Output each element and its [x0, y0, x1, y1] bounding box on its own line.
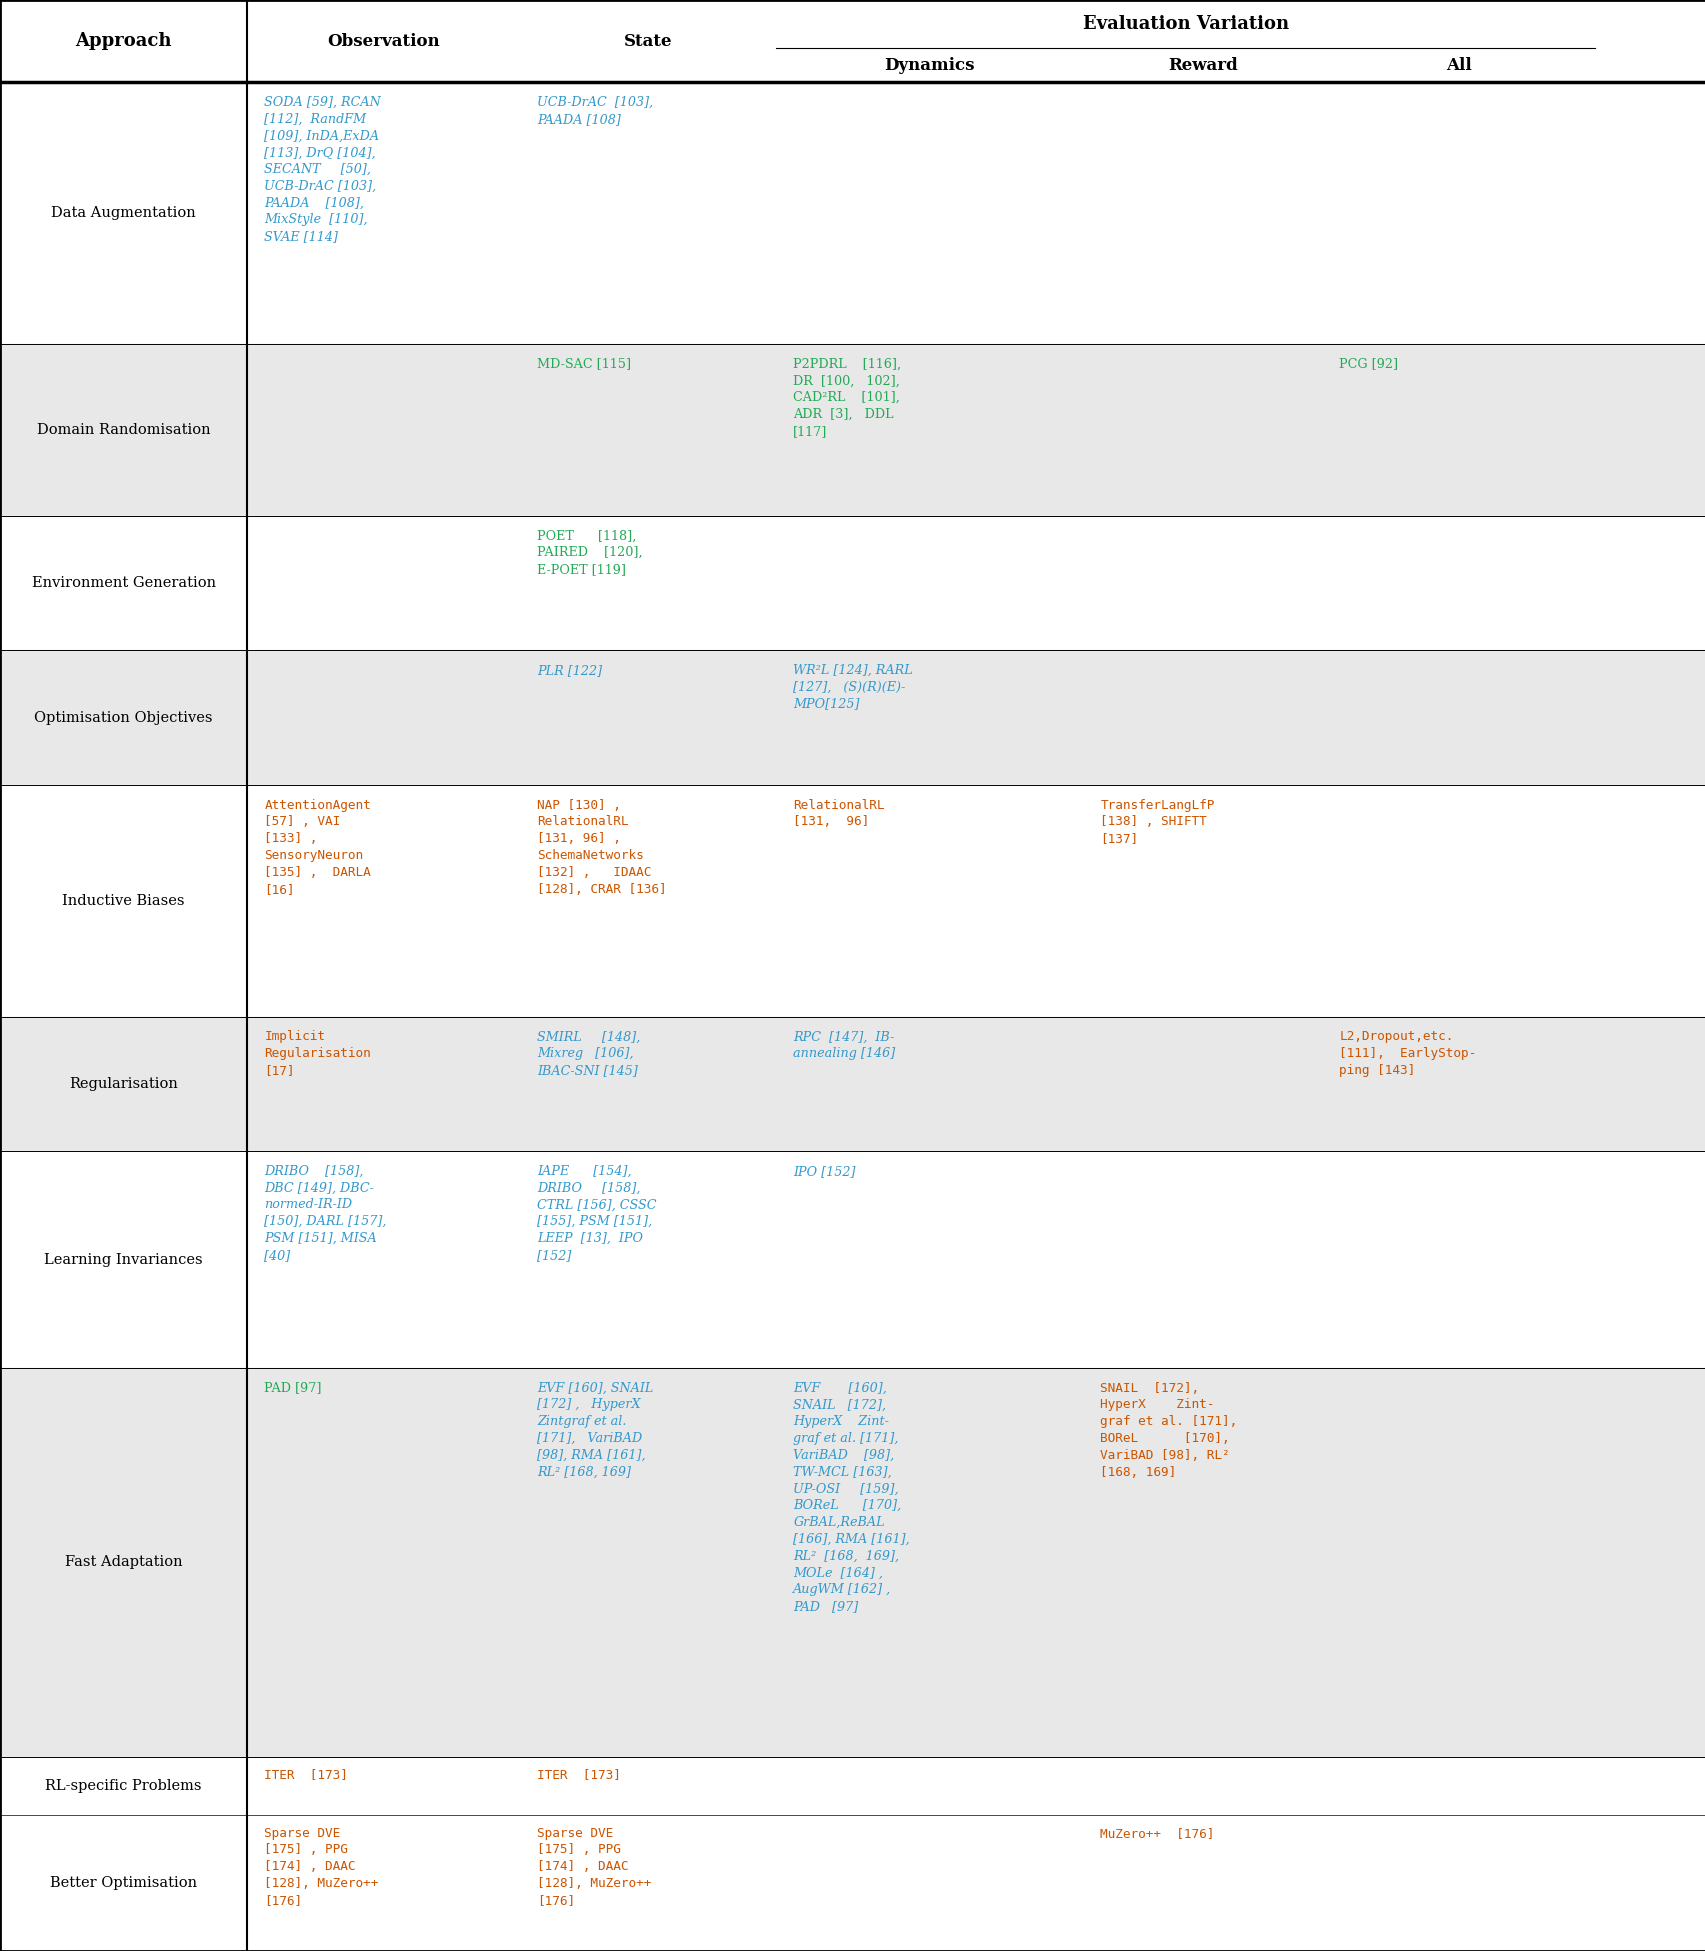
Text: RelationalRL
[131,  96]: RelationalRL [131, 96]	[793, 798, 885, 829]
Text: MD-SAC [115]: MD-SAC [115]	[537, 357, 631, 371]
Text: SMIRL     [148],
Mixreg   [106],
IBAC-SNI [145]: SMIRL [148], Mixreg [106], IBAC-SNI [145…	[537, 1030, 641, 1077]
Bar	[0, 784, 1705, 1016]
Text: Optimisation Objectives: Optimisation Objectives	[34, 710, 213, 724]
Bar	[0, 1016, 1705, 1151]
Text: Approach: Approach	[75, 31, 172, 51]
Text: POET      [118],
PAIRED    [120],
E-POET [119]: POET [118], PAIRED [120], E-POET [119]	[537, 529, 643, 576]
Text: DRIBO    [158],
DBC [149], DBC-
normed-IR-ID
[150], DARL [157],
PSM [151], MISA
: DRIBO [158], DBC [149], DBC- normed-IR-I…	[264, 1165, 387, 1262]
Text: UCB-DrAC  [103],
PAADA [108]: UCB-DrAC [103], PAADA [108]	[537, 96, 653, 125]
Text: WR²L [124], RARL
[127],   (S)(R)(E)-
MPO[125]: WR²L [124], RARL [127], (S)(R)(E)- MPO[1…	[793, 663, 912, 710]
Text: EVF       [160],
SNAIL   [172],
HyperX    Zint-
graf et al. [171],
VariBAD    [9: EVF [160], SNAIL [172], HyperX Zint- gra…	[793, 1381, 909, 1613]
Text: L2,Dropout,etc.
[111],  EarlyStop-
ping [143]: L2,Dropout,etc. [111], EarlyStop- ping […	[1338, 1030, 1475, 1077]
Text: SODA [59], RCAN
[112],  RandFM
[109], InDA,ExDA
[113], DrQ [104],
SECANT     [50: SODA [59], RCAN [112], RandFM [109], InD…	[264, 96, 380, 244]
Text: Evaluation Variation: Evaluation Variation	[1083, 16, 1287, 33]
Text: PAD [97]: PAD [97]	[264, 1381, 322, 1395]
Text: IAPE      [154],
DRIBO     [158],
CTRL [156], CSSC
[155], PSM [151],
LEEP  [13],: IAPE [154], DRIBO [158], CTRL [156], CSS…	[537, 1165, 656, 1262]
Text: Inductive Biases: Inductive Biases	[63, 894, 184, 907]
Bar	[0, 1756, 1705, 1951]
Text: ITER  [173]: ITER [173]	[537, 1768, 621, 1781]
Bar	[0, 515, 1705, 650]
Text: Observation: Observation	[327, 33, 440, 49]
Bar	[0, 343, 1705, 515]
Text: Sparse DVE
[175] , PPG
[174] , DAAC
[128], MuZero++
[176]: Sparse DVE [175] , PPG [174] , DAAC [128…	[537, 1826, 651, 1906]
Text: Better Optimisation: Better Optimisation	[49, 1877, 198, 1891]
Text: TransferLangLfP
[138] , SHIFTT
[137]: TransferLangLfP [138] , SHIFTT [137]	[1100, 798, 1214, 845]
Text: Learning Invariances: Learning Invariances	[44, 1253, 203, 1266]
Text: Reward: Reward	[1168, 57, 1236, 74]
Text: MuZero++  [176]: MuZero++ [176]	[1100, 1826, 1214, 1840]
Text: SNAIL  [172],
HyperX    Zint-
graf et al. [171],
BOReL      [170],
VariBAD [98],: SNAIL [172], HyperX Zint- graf et al. [1…	[1100, 1381, 1236, 1479]
Text: P2PDRL    [116],
DR  [100,   102],
CAD²RL    [101],
ADR  [3],   DDL
[117]: P2PDRL [116], DR [100, 102], CAD²RL [101…	[793, 357, 900, 437]
Text: PCG [92]: PCG [92]	[1338, 357, 1398, 371]
Text: Implicit
Regularisation
[17]: Implicit Regularisation [17]	[264, 1030, 372, 1077]
Text: Data Augmentation: Data Augmentation	[51, 207, 196, 220]
Bar	[0, 650, 1705, 784]
Text: Dynamics: Dynamics	[883, 57, 975, 74]
Bar	[0, 1151, 1705, 1368]
Text: All: All	[1444, 57, 1471, 74]
Text: RL-specific Problems: RL-specific Problems	[46, 1779, 201, 1793]
Text: Regularisation: Regularisation	[70, 1077, 177, 1091]
Text: ITER  [173]: ITER [173]	[264, 1768, 348, 1781]
Text: Sparse DVE
[175] , PPG
[174] , DAAC
[128], MuZero++
[176]: Sparse DVE [175] , PPG [174] , DAAC [128…	[264, 1826, 379, 1906]
Text: Fast Adaptation: Fast Adaptation	[65, 1555, 182, 1569]
Bar	[0, 0, 1705, 82]
Text: RPC  [147],  IB-
annealing [146]: RPC [147], IB- annealing [146]	[793, 1030, 895, 1059]
Text: EVF [160], SNAIL
[172] ,   HyperX
Zintgraf et al.
[171],   VariBAD
[98], RMA [16: EVF [160], SNAIL [172] , HyperX Zintgraf…	[537, 1381, 653, 1479]
Text: IPO [152]: IPO [152]	[793, 1165, 856, 1178]
Text: NAP [130] ,
RelationalRL
[131, 96] ,
SchemaNetworks
[132] ,   IDAAC
[128], CRAR : NAP [130] , RelationalRL [131, 96] , Sch…	[537, 798, 667, 896]
Bar	[0, 1368, 1705, 1756]
Text: Environment Generation: Environment Generation	[32, 576, 215, 589]
Text: PLR [122]: PLR [122]	[537, 663, 602, 677]
Text: State: State	[624, 33, 672, 49]
Text: Domain Randomisation: Domain Randomisation	[38, 423, 210, 437]
Bar	[0, 82, 1705, 343]
Text: AttentionAgent
[57] , VAI
[133] ,
SensoryNeuron
[135] ,  DARLA
[16]: AttentionAgent [57] , VAI [133] , Sensor…	[264, 798, 372, 896]
